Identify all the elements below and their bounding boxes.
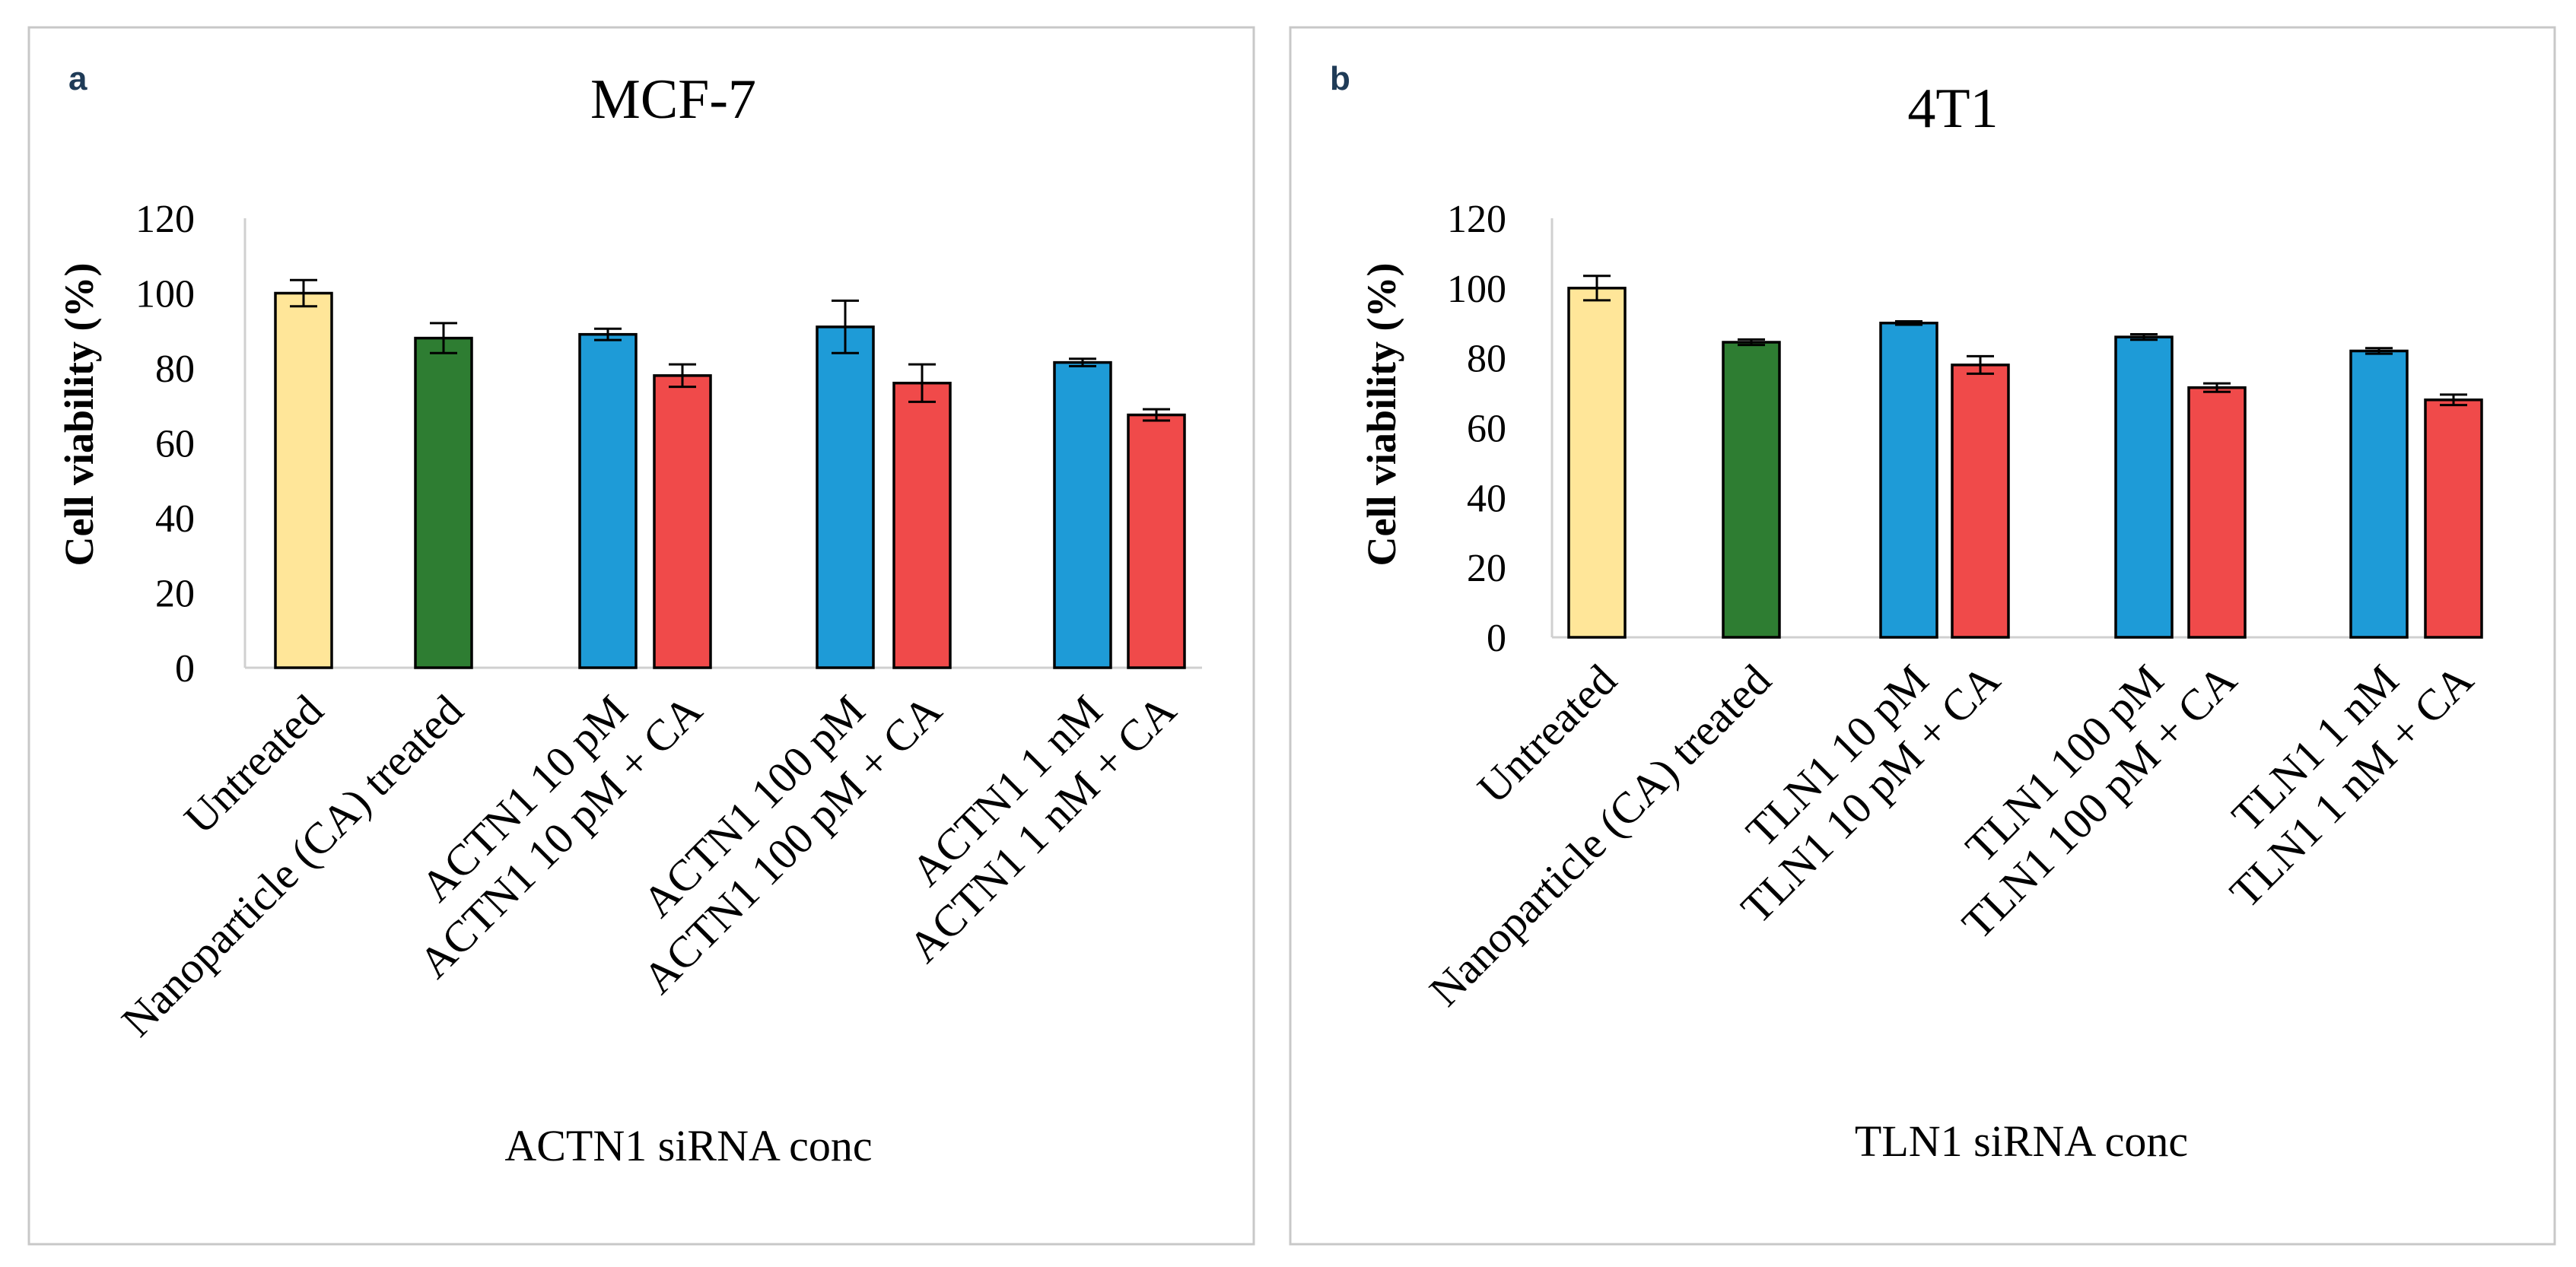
panel-label: a: [68, 60, 87, 97]
y-tick-label: 0: [175, 647, 195, 691]
x-axis-label: ACTN1 siRNA conc: [504, 1121, 872, 1170]
bar: [274, 291, 333, 669]
chart-title: 4T1: [1907, 78, 1998, 140]
bar: [414, 336, 473, 669]
bar: [2349, 349, 2409, 639]
panel-a-frame: [27, 26, 1255, 1246]
bar: [1567, 287, 1627, 639]
y-tick-label: 80: [1467, 338, 1506, 381]
error-bar: [2440, 393, 2467, 407]
error-bar: [908, 363, 936, 403]
y-tick-label: 40: [1467, 477, 1506, 520]
y-tick-label: 120: [1447, 198, 1506, 241]
error-bar: [832, 299, 859, 354]
error-bar: [1895, 319, 1922, 326]
bar: [1951, 364, 2010, 639]
y-tick-label: 80: [155, 348, 195, 391]
y-tick-label: 40: [155, 497, 195, 541]
error-bar: [2365, 347, 2393, 355]
y-tick-label: 60: [1467, 408, 1506, 451]
y-tick-label: 100: [135, 273, 195, 316]
bar: [1127, 413, 1186, 669]
error-bar: [594, 327, 622, 341]
x-axis-label: TLN1 siRNA conc: [1855, 1116, 2188, 1166]
y-tick-label: 120: [135, 198, 195, 241]
error-bar: [1967, 354, 1994, 375]
bar: [1722, 341, 1781, 639]
bar: [2424, 399, 2483, 639]
y-tick-label: 100: [1447, 268, 1506, 311]
bar: [1879, 322, 1938, 639]
bar: [1053, 360, 1112, 669]
panel-b: b 4T1 Cell viability (%) TLN1 siRNA conc…: [1289, 26, 2556, 1246]
bar: [892, 381, 952, 669]
bar: [653, 374, 712, 669]
y-axis-label: Cell viability (%): [56, 263, 102, 567]
error-bar: [430, 322, 457, 354]
error-bar: [1738, 338, 1765, 347]
error-bar: [1583, 275, 1611, 302]
bar: [2114, 335, 2174, 639]
error-bar: [2130, 332, 2158, 341]
chart-title: MCF-7: [590, 68, 756, 131]
panel-a: a MCF-7 Cell viability (%) ACTN1 siRNA c…: [27, 26, 1255, 1246]
bar: [816, 325, 875, 669]
error-bar: [290, 278, 317, 308]
error-bar: [2203, 382, 2231, 393]
y-tick-label: 60: [155, 423, 195, 466]
y-tick-label: 0: [1487, 617, 1506, 660]
y-tick-label: 20: [1467, 547, 1506, 590]
error-bar: [1069, 357, 1096, 368]
error-bar: [669, 363, 696, 389]
y-tick-label: 20: [155, 573, 195, 616]
bar: [578, 332, 638, 669]
y-axis-label: Cell viability (%): [1359, 263, 1404, 567]
panel-label: b: [1330, 60, 1350, 97]
bar: [2187, 386, 2247, 639]
error-bar: [1143, 408, 1170, 422]
